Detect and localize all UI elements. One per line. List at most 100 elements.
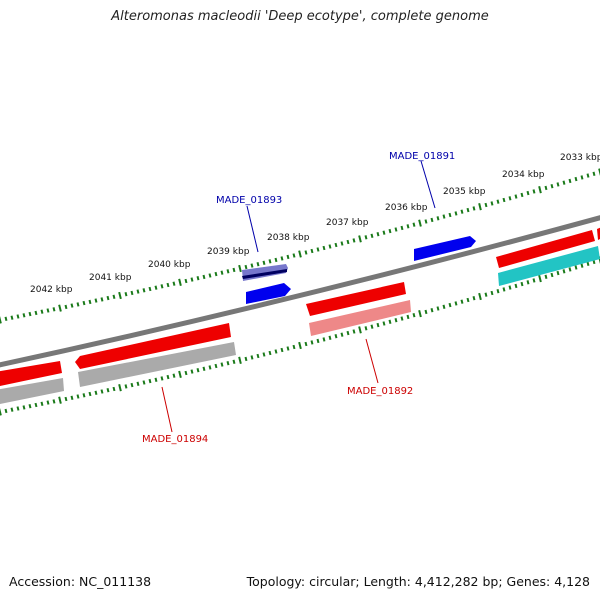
- outer-tick: [562, 180, 566, 185]
- inner-tick: [142, 380, 146, 385]
- outer-tick: [418, 219, 422, 227]
- inner-tick: [190, 369, 194, 374]
- gene-label-made-01892[interactable]: MADE_01892: [347, 386, 413, 397]
- gene-label-made-01894[interactable]: MADE_01894: [142, 434, 208, 445]
- inner-tick: [376, 322, 380, 328]
- outer-tick: [550, 184, 554, 189]
- outer-tick: [388, 228, 392, 234]
- outer-tick: [250, 263, 254, 268]
- outer-tick: [454, 211, 458, 216]
- inner-tick: [574, 265, 578, 270]
- outer-tick: [424, 219, 428, 224]
- gene-feature-made-01893-cds[interactable]: [246, 283, 291, 304]
- inner-tick: [16, 406, 20, 411]
- gene-feature-made-01894[interactable]: [75, 323, 231, 369]
- outer-tick: [406, 224, 410, 229]
- outer-tick: [64, 304, 68, 310]
- outer-tick: [310, 248, 314, 254]
- inner-tick: [214, 363, 218, 369]
- inner-tick: [250, 355, 254, 360]
- gene-label-made-01891[interactable]: MADE_01891: [389, 151, 455, 162]
- outer-tick: [178, 278, 182, 286]
- gene-feature-right-teal: [498, 246, 600, 286]
- inner-tick: [322, 337, 326, 342]
- outer-tick: [586, 173, 590, 178]
- outer-tick: [532, 189, 536, 194]
- gene-feature-left-red[interactable]: [0, 361, 62, 387]
- outer-tick: [160, 284, 164, 289]
- inner-tick: [442, 304, 446, 309]
- inner-tick: [52, 399, 56, 404]
- inner-tick: [202, 366, 206, 371]
- outer-tick: [256, 262, 260, 267]
- tick-label-2041: 2041 kbp: [89, 273, 132, 283]
- inner-tick: [136, 381, 140, 386]
- inner-tick: [370, 324, 374, 329]
- gene-feature-made-01891[interactable]: [414, 236, 476, 261]
- inner-tick: [34, 402, 38, 408]
- inner-tick: [550, 272, 554, 278]
- outer-tick: [340, 241, 344, 246]
- gene-feature-right-red-edge[interactable]: [597, 226, 600, 240]
- inner-tick: [340, 332, 344, 337]
- inner-tick: [220, 362, 224, 367]
- inner-tick: [292, 344, 296, 350]
- outer-tick: [580, 175, 584, 180]
- outer-tick: [238, 264, 242, 273]
- feature-made-01893-stack[interactable]: [242, 264, 288, 281]
- outer-tick: [442, 214, 446, 219]
- inner-tick: [274, 349, 278, 354]
- inner-tick: [124, 384, 128, 389]
- outer-tick: [184, 278, 188, 284]
- inner-tick: [382, 321, 386, 326]
- outer-tick: [136, 289, 140, 294]
- outer-tick: [220, 270, 224, 275]
- tick-label-2036: 2036 kbp: [385, 203, 428, 213]
- gene-feature-left-grey: [0, 378, 64, 404]
- outer-tick: [490, 201, 494, 206]
- inner-tick: [76, 394, 80, 399]
- outer-tick: [544, 185, 548, 191]
- inner-tick: [412, 313, 416, 318]
- outer-tick: [538, 186, 542, 194]
- gene-label-made-01893[interactable]: MADE_01893: [216, 195, 282, 206]
- inner-tick: [400, 316, 404, 321]
- outer-tick: [10, 315, 14, 320]
- tick-label-2034: 2034 kbp: [502, 170, 545, 180]
- gene-feature-made-01892[interactable]: [306, 282, 406, 316]
- outer-tick: [232, 267, 236, 273]
- leader-made-01891: [420, 160, 436, 209]
- outer-tick: [364, 235, 368, 240]
- inner-tick: [22, 405, 26, 410]
- inner-tick: [10, 407, 14, 412]
- outer-tick: [502, 197, 506, 203]
- outer-tick: [244, 264, 248, 270]
- tick-label-2037: 2037 kbp: [326, 218, 369, 228]
- inner-tick: [526, 280, 530, 285]
- outer-tick-track: [0, 168, 600, 324]
- inner-tick: [520, 281, 524, 287]
- inner-tick: [112, 386, 116, 392]
- outer-tick: [286, 254, 290, 260]
- inner-tick: [196, 368, 200, 373]
- outer-tick: [148, 286, 152, 292]
- outer-tick: [70, 303, 74, 308]
- inner-tick: [568, 267, 572, 272]
- outer-tick: [166, 282, 170, 288]
- inner-tick: [556, 270, 560, 276]
- inner-tick: [118, 384, 122, 392]
- outer-tick: [112, 294, 116, 299]
- gene-feature-right-red[interactable]: [496, 230, 595, 268]
- inner-tick: [172, 373, 176, 378]
- outer-tick: [58, 304, 62, 312]
- gene-feature-made-01892-shadow: [309, 300, 411, 336]
- inner-tick: [58, 396, 62, 404]
- inner-tick: [4, 408, 8, 414]
- outer-tick: [88, 299, 92, 305]
- inner-tick: [286, 346, 290, 351]
- tick-label-2040: 2040 kbp: [148, 260, 191, 270]
- tick-label-2033: 2033 kbp: [560, 153, 600, 163]
- inner-tick: [394, 318, 398, 323]
